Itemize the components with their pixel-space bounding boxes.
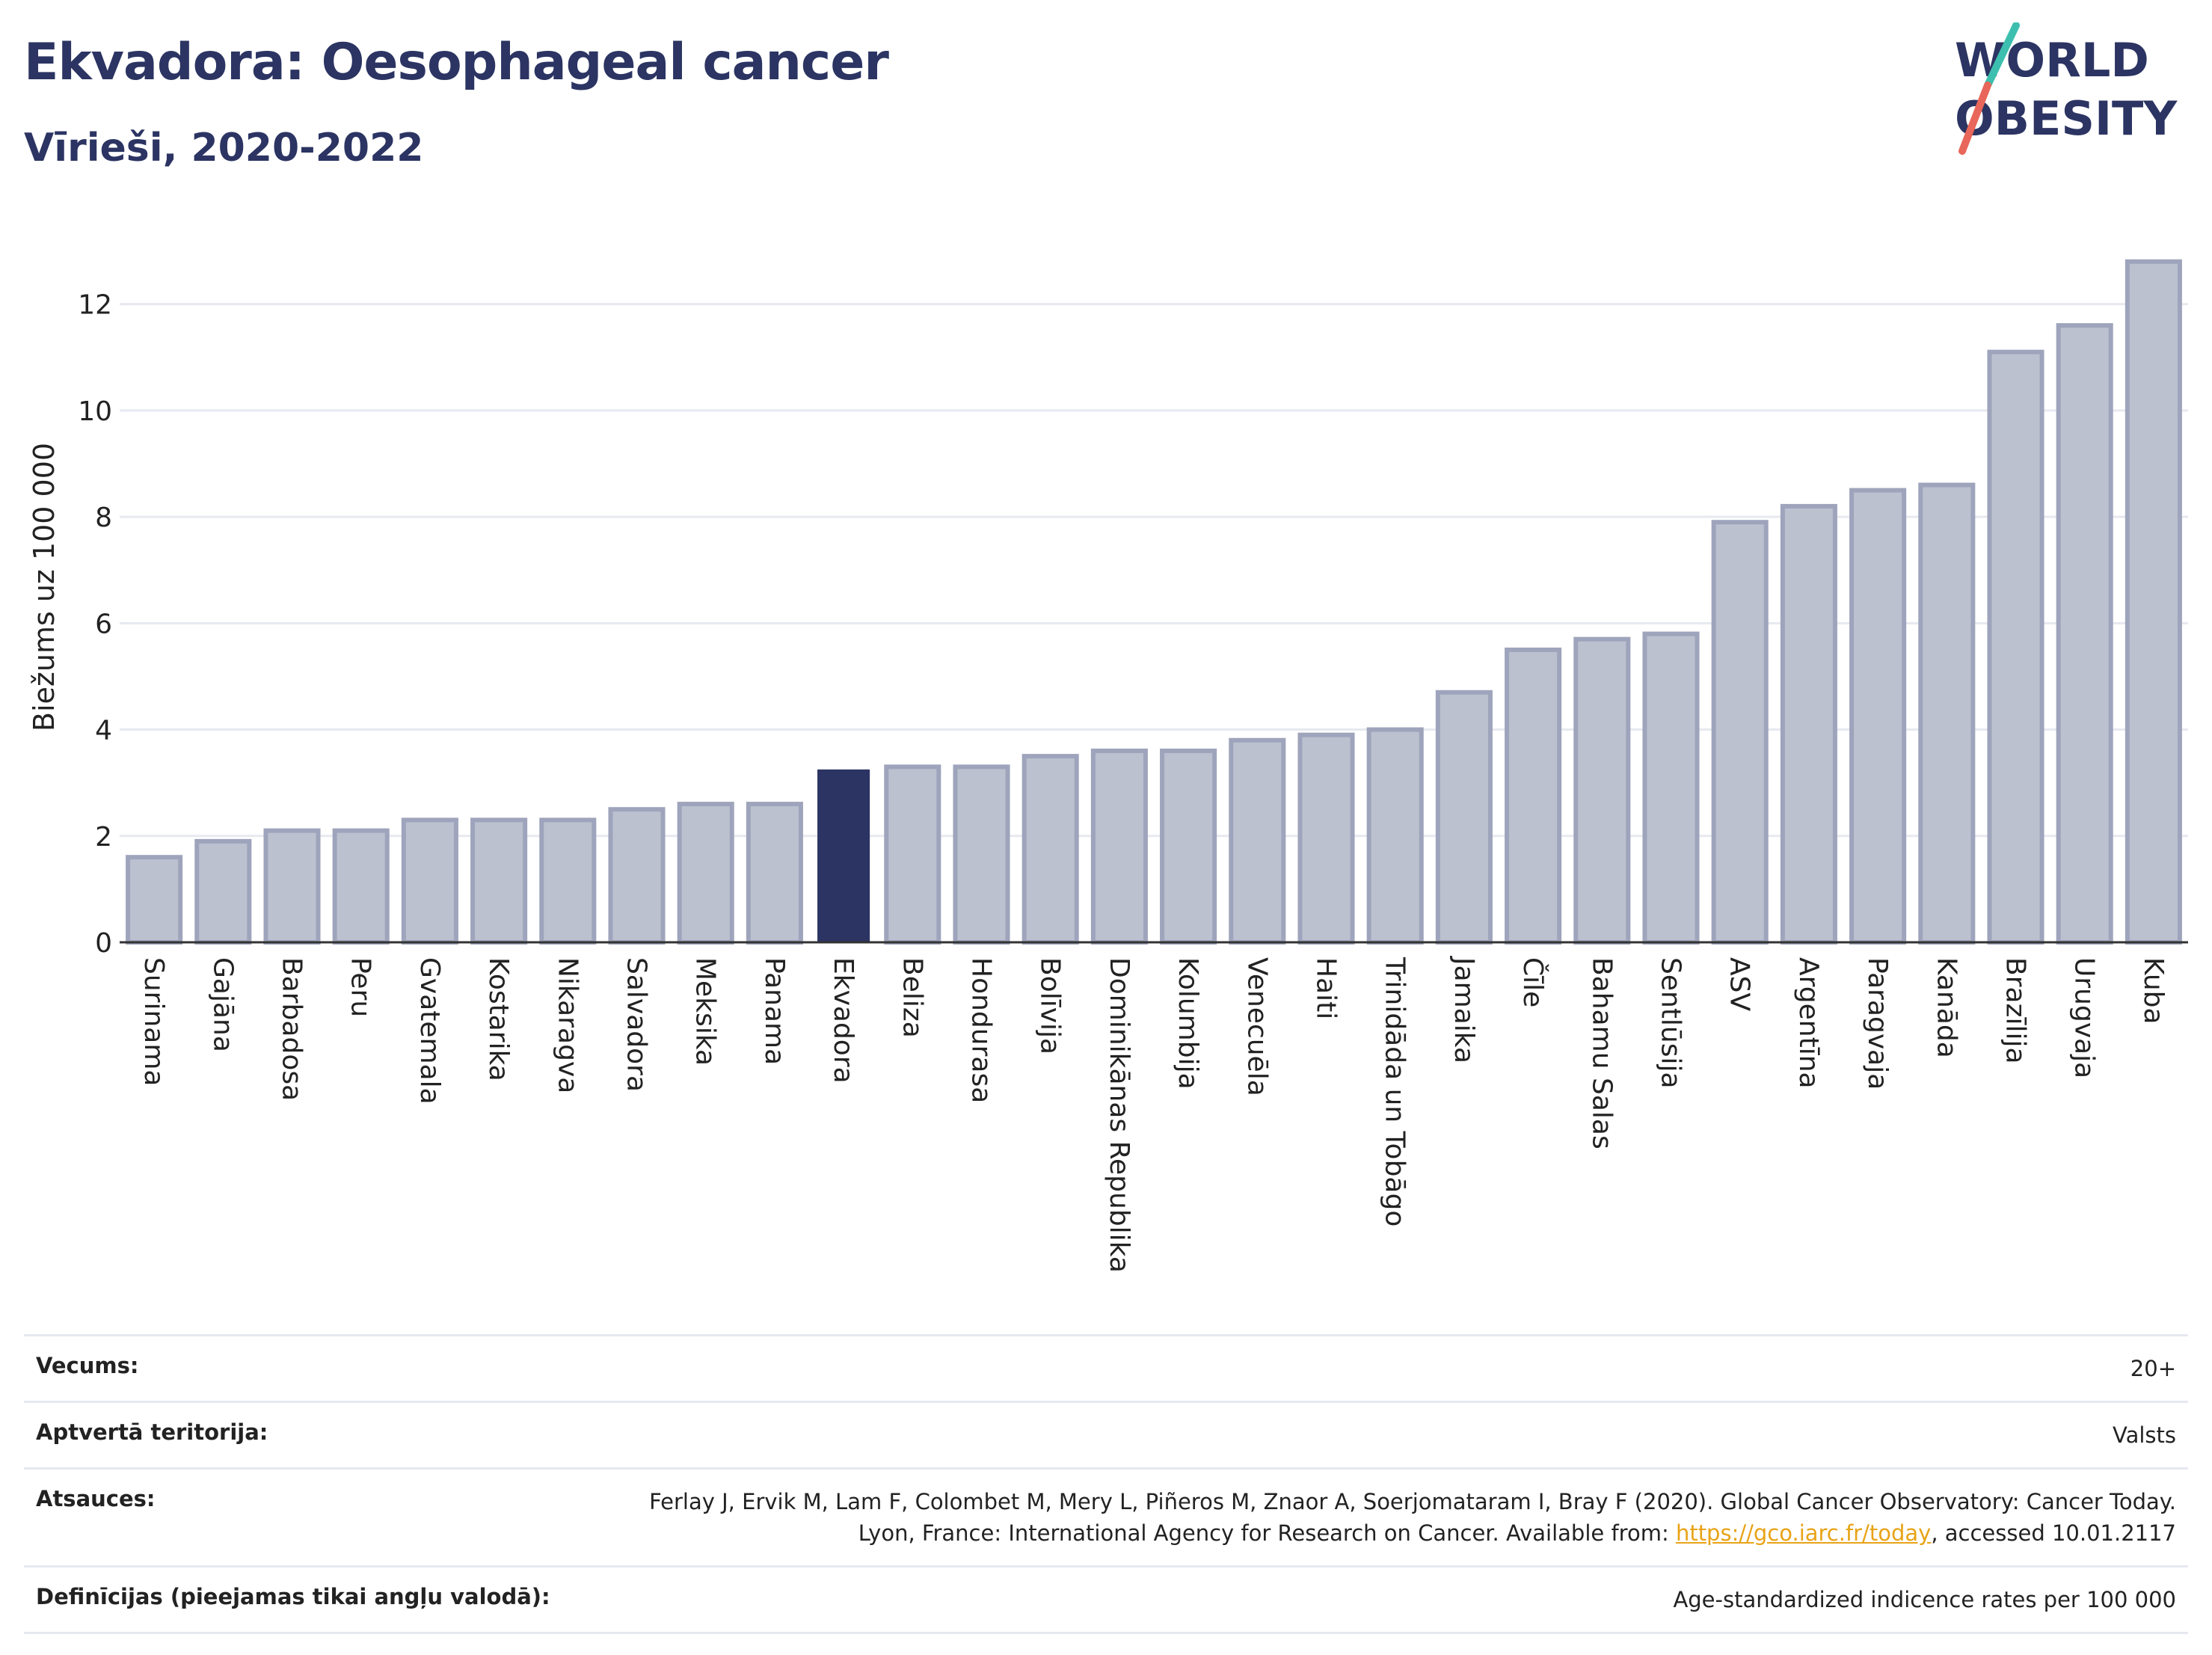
- x-tick-label: Ekvadora: [828, 957, 858, 1084]
- info-row-age: Vecums: 20+: [24, 1334, 2188, 1403]
- bar-29: [2056, 323, 2113, 945]
- x-tick-label: Sentlūsija: [1656, 957, 1686, 1089]
- references-value: Ferlay J, Ervik M, Lam F, Colombet M, Me…: [586, 1467, 2188, 1568]
- bar-22: [1573, 636, 1631, 945]
- bar-30: [2125, 259, 2182, 945]
- bar-14: [1021, 754, 1079, 945]
- bar-28: [1987, 349, 2044, 945]
- x-tick-label: Dominikānas Republika: [1104, 957, 1134, 1273]
- x-tick-label: ASV: [1724, 957, 1755, 1011]
- bar-1: [126, 855, 183, 945]
- x-tick-label: Panama: [759, 957, 790, 1065]
- bar-26: [1849, 488, 1907, 945]
- bar-15: [1090, 749, 1148, 945]
- bar-5: [401, 817, 458, 945]
- y-tick-labels: 0 2 4 6 8 10 12: [78, 290, 112, 959]
- y-tick-label: 6: [95, 609, 112, 639]
- bar-19: [1366, 727, 1424, 945]
- age-label: Vecums:: [24, 1334, 586, 1403]
- bar-2: [194, 838, 252, 945]
- x-tick-label: Kostarika: [483, 957, 514, 1081]
- bar-16: [1160, 749, 1217, 945]
- page-subtitle: Vīrieši, 2020-2022: [24, 126, 424, 171]
- x-tick-label: Meksika: [690, 957, 721, 1066]
- references-link[interactable]: https://gco.iarc.fr/today: [1675, 1520, 1932, 1546]
- bar-21: [1505, 647, 1562, 945]
- bar-10: [746, 802, 803, 945]
- info-row-references: Atsauces: Ferlay J, Ervik M, Lam F, Colo…: [24, 1467, 2188, 1568]
- bar-27: [1918, 482, 1976, 945]
- bar-25: [1780, 503, 1837, 945]
- x-tick-label: Gvatemala: [414, 957, 445, 1105]
- info-row-territory: Aptvertā teritorija: Valsts: [24, 1401, 2188, 1470]
- x-tick-label: Barbadosa: [277, 957, 307, 1101]
- x-tick-label: Hondurasa: [966, 957, 997, 1103]
- bar-9: [677, 802, 734, 945]
- x-tick-label: Kuba: [2138, 957, 2169, 1025]
- x-tick-label: Bolīvija: [1035, 957, 1066, 1054]
- bar-17: [1229, 737, 1286, 945]
- x-tick-label: Venecuēla: [1241, 957, 1272, 1096]
- bar-23: [1642, 631, 1700, 945]
- age-value: 20+: [586, 1334, 2188, 1403]
- x-tick-label: Nikaragva: [552, 957, 583, 1093]
- x-tick-label: Urugvaja: [2069, 957, 2100, 1078]
- world-obesity-logo: WORLD OBESITY: [1955, 22, 2178, 155]
- bar-12: [884, 764, 941, 945]
- x-tick-label: Peru: [345, 957, 376, 1017]
- references-label: Atsauces:: [24, 1467, 586, 1568]
- x-tick-label: Trinidāda un Tobāgo: [1380, 957, 1410, 1226]
- x-tick-label: Bahamu Salas: [1586, 957, 1617, 1149]
- bar-11: [817, 769, 870, 942]
- y-tick-label: 4: [95, 716, 112, 746]
- bar-4: [332, 828, 390, 945]
- grid-lines: [120, 303, 2188, 838]
- y-tick-label: 8: [95, 503, 112, 533]
- x-tick-label: Paragvaja: [1862, 957, 1893, 1090]
- x-tick-label: Gajāna: [207, 957, 238, 1052]
- x-tick-label: Čīle: [1517, 957, 1549, 1007]
- x-tick-label: Kanāda: [1931, 957, 1961, 1058]
- bar-8: [608, 807, 666, 945]
- x-tick-label: Kolumbija: [1173, 957, 1203, 1090]
- bar-13: [953, 764, 1010, 945]
- bar-chart: 0 2 4 6 8 10 12 Surinama Gajāna Barbadosa Peru Gva…: [28, 259, 2188, 1273]
- y-tick-label: 2: [95, 822, 112, 853]
- bar-7: [539, 817, 597, 945]
- territory-label: Aptvertā teritorija:: [24, 1401, 586, 1470]
- bar-6: [470, 817, 528, 945]
- references-text: Ferlay J, Ervik M, Lam F, Colombet M, Me…: [649, 1489, 2176, 1546]
- x-tick-label: Surinama: [138, 957, 169, 1086]
- bar-18: [1297, 732, 1355, 945]
- x-tick-label: Brazīlija: [2000, 957, 2031, 1064]
- info-table: Vecums: 20+ Aptvertā teritorija: Valsts …: [24, 1334, 2188, 1634]
- y-tick-label: 10: [78, 396, 112, 427]
- y-axis-label: Biežums uz 100 000: [28, 443, 61, 731]
- y-tick-label: 12: [78, 290, 112, 321]
- bars: [126, 259, 2182, 945]
- x-tick-label: Haiti: [1311, 957, 1342, 1019]
- x-tick-label: Jamaika: [1448, 956, 1479, 1063]
- page-title: Ekvadora: Oesophageal cancer: [24, 33, 889, 92]
- info-row-definitions: Definīcijas (pieejamas tikai angļu valod…: [24, 1565, 2188, 1634]
- x-tick-label: Argentīna: [1793, 957, 1824, 1089]
- territory-value: Valsts: [586, 1401, 2188, 1470]
- logo-word-1: WORLD: [1955, 33, 2149, 87]
- logo-word-2: OBESITY: [1955, 91, 2178, 146]
- logo-slash-teal: [1984, 22, 2020, 89]
- x-tick-label: Salvadora: [621, 957, 652, 1092]
- bar-24: [1711, 520, 1769, 945]
- definitions-label: Definīcijas (pieejamas tikai angļu valod…: [24, 1565, 586, 1634]
- bar-3: [263, 828, 321, 945]
- x-tick-labels: Surinama Gajāna Barbadosa Peru Gvatemala Kost…: [138, 956, 2169, 1273]
- references-accessed: , accessed 10.01.2117: [1931, 1520, 2176, 1546]
- bar-20: [1435, 690, 1493, 945]
- definitions-value: Age-standardized indicence rates per 100…: [586, 1565, 2188, 1634]
- y-tick-label: 0: [95, 928, 112, 959]
- x-tick-label: Beliza: [897, 957, 927, 1038]
- logo-slash-red: [1958, 82, 1991, 155]
